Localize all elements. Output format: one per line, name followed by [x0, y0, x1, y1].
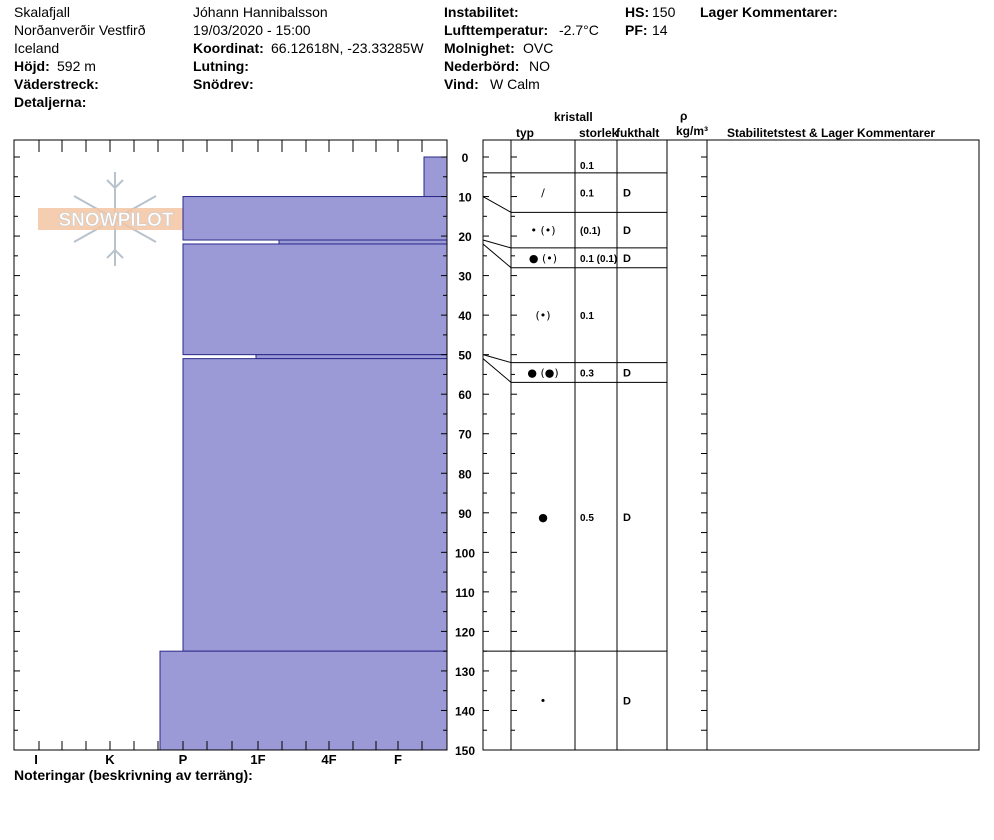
grain-size-value: 0.1 (0.1)	[580, 254, 617, 265]
country: Iceland	[14, 40, 60, 56]
air-temperature-label: Lufttemperatur:	[444, 22, 549, 38]
region: Norðanverðir Vestfirð	[14, 22, 146, 38]
grain-type-symbol: (•)	[535, 309, 550, 322]
pf-value: 14	[652, 22, 668, 38]
layer-connector	[482, 196, 512, 213]
hardness-bar	[159, 650, 448, 751]
hardness-tick-label: I	[34, 752, 38, 767]
snowpilot-watermark: SNOWPILOT	[38, 172, 194, 266]
layer-comments-label: Lager Kommentarer:	[700, 4, 838, 20]
pf-label: PF:	[625, 22, 648, 38]
depth-tick-label: 120	[455, 625, 475, 639]
depth-tick-label: 10	[458, 191, 472, 205]
density-symbol: ρ	[680, 109, 688, 123]
depth-tick-label: 40	[458, 309, 472, 323]
instability-label: Instabilitet:	[444, 4, 519, 20]
density-unit: kg/m³	[676, 124, 709, 138]
hardness-tick-label: 4F	[321, 752, 336, 767]
hardness-tick-label: F	[394, 752, 402, 767]
depth-tick-label: 130	[455, 665, 475, 679]
hardness-bar	[182, 196, 448, 241]
elevation-value: 592 m	[57, 58, 96, 74]
sky-label: Molnighet:	[444, 40, 515, 56]
slope-label: Lutning:	[193, 58, 249, 74]
moisture-header: fukthalt	[616, 126, 660, 140]
observation-datetime: 19/03/2020 - 15:00	[193, 22, 311, 38]
wind-value: W Calm	[490, 76, 540, 92]
svg-text:SNOWPILOT: SNOWPILOT	[58, 210, 173, 231]
hardness-tick-label: P	[179, 752, 188, 767]
precipitation-label: Nederbörd:	[444, 58, 520, 74]
hs-value: 150	[652, 4, 676, 20]
depth-tick-label: 20	[458, 230, 472, 244]
depth-tick-label: 90	[458, 507, 472, 521]
grain-type-symbol: ●	[538, 511, 548, 524]
layer-connector	[482, 239, 512, 249]
sky-value: OVC	[523, 40, 554, 56]
grain-size-value: 0.1	[580, 189, 594, 200]
coordinate-value: 66.12618N, -23.33285W	[271, 40, 424, 56]
depth-tick-label: 30	[458, 270, 472, 284]
type-header: typ	[516, 126, 534, 140]
precipitation-value: NO	[529, 58, 550, 74]
size-header: storlek	[579, 126, 619, 140]
grain-type-symbol: • (•)	[530, 224, 555, 237]
hardness-bar	[255, 354, 448, 360]
depth-tick-label: 100	[455, 546, 475, 560]
moisture-value: D	[623, 225, 631, 237]
aspect-label: Väderstreck:	[14, 76, 99, 92]
notes-label: Noteringar (beskrivning av terräng):	[14, 767, 253, 783]
moisture-value: D	[623, 188, 631, 200]
depth-tick-label: 80	[458, 467, 472, 481]
layer-table-frame	[482, 139, 980, 751]
hs-label: HS:	[625, 4, 650, 20]
depth-tick-label: 70	[458, 428, 472, 442]
grain-size-value: 0.3	[580, 368, 594, 379]
hardness-tick-label: 1F	[250, 752, 265, 767]
depth-tick-label: 60	[458, 388, 472, 402]
moisture-value: D	[623, 696, 631, 708]
depth-tick-label: 50	[458, 349, 472, 363]
hardness-bar	[278, 239, 448, 245]
details-label: Detaljerna:	[14, 94, 87, 110]
grain-size-value: 0.1	[580, 161, 594, 172]
depth-tick-label: 140	[455, 704, 475, 718]
stability-header: Stabilitetstest & Lager Kommentarer	[727, 126, 936, 140]
grain-size-value: 0.5	[580, 513, 594, 524]
crystal-header: kristall	[554, 110, 593, 124]
depth-tick-label: 110	[455, 586, 475, 600]
hardness-bar	[182, 243, 448, 356]
snowdrift-label: Snödrev:	[193, 76, 254, 92]
layer-connector	[482, 243, 512, 269]
grain-size-value: (0.1)	[580, 226, 601, 237]
air-temperature-value: -2.7°C	[559, 22, 599, 38]
grain-type-symbol: /	[541, 187, 545, 200]
moisture-value: D	[623, 512, 631, 524]
grain-type-symbol: •	[540, 695, 547, 708]
grain-size-value: 0.1	[580, 311, 594, 322]
hardness-bar	[182, 358, 448, 652]
moisture-value: D	[623, 367, 631, 379]
grain-type-symbol: ● (•)	[529, 252, 557, 265]
layer-connector	[482, 354, 512, 364]
wind-label: Vind:	[444, 76, 479, 92]
location: Skalafjall	[14, 4, 71, 20]
layer-connector	[482, 358, 512, 383]
observer-name: Jóhann Hannibalsson	[193, 4, 328, 20]
moisture-value: D	[623, 253, 631, 265]
coordinate-label: Koordinat:	[193, 40, 264, 56]
depth-tick-label: 0	[462, 151, 469, 165]
hardness-graph-frame	[13, 139, 448, 751]
elevation-label: Höjd:	[14, 58, 50, 74]
hardness-tick-label: K	[105, 752, 115, 767]
grain-type-symbol: ● (●)	[527, 366, 558, 379]
depth-tick-label: 150	[455, 744, 475, 758]
